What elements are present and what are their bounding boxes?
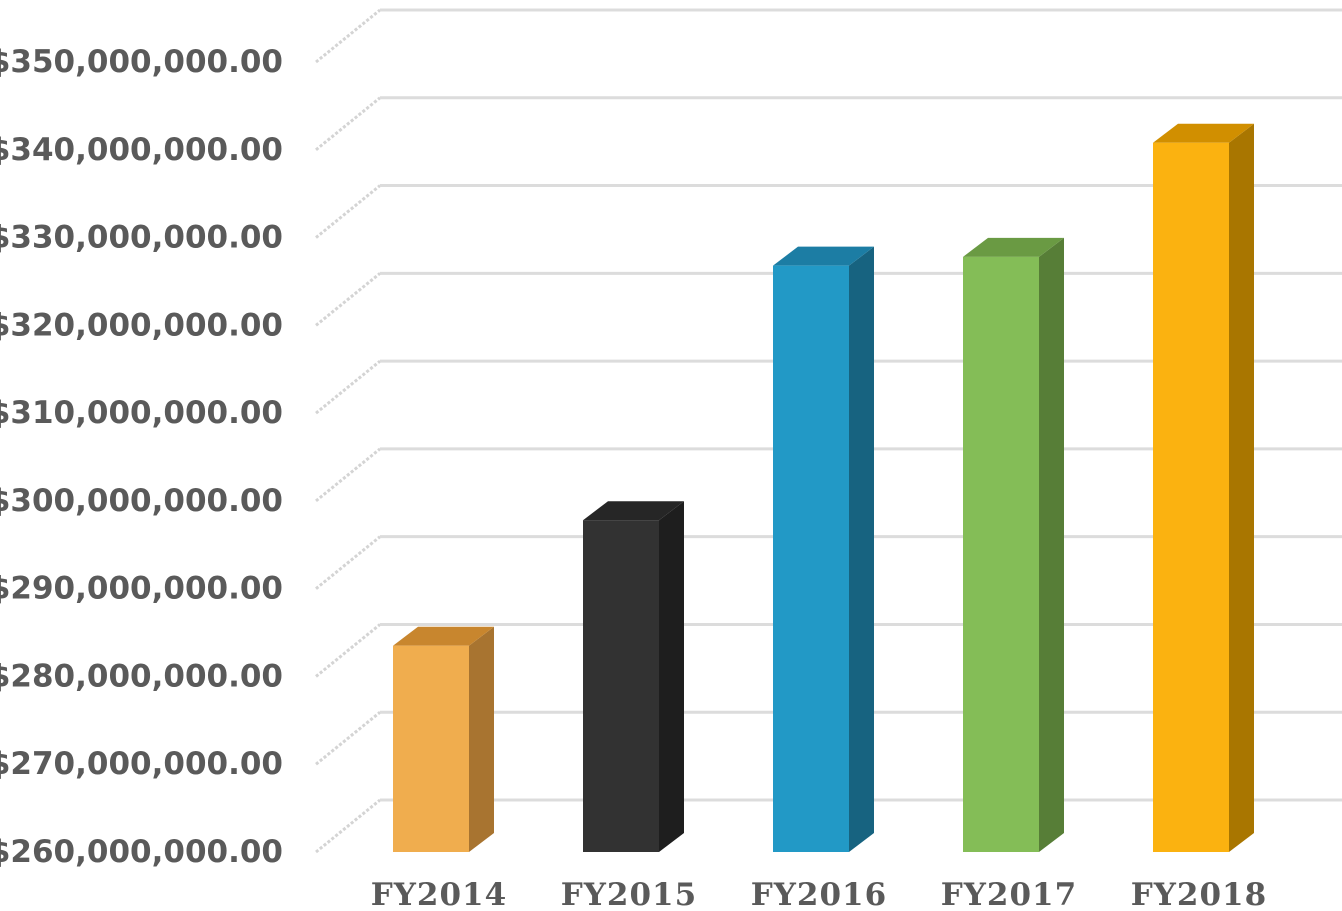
bar-fy2017: [963, 237, 1064, 852]
gridline-depth: [315, 359, 381, 415]
bar-front: [583, 520, 659, 852]
bar-side: [659, 501, 684, 852]
bar-side: [1229, 123, 1254, 852]
x-tick-label: FY2017: [941, 877, 1077, 911]
bar-top: [583, 501, 684, 521]
bar-fy2015: [583, 501, 684, 852]
bar-side: [849, 246, 874, 853]
gridline-depth: [315, 623, 381, 678]
y-tick-label: $280,000,000.00: [0, 658, 283, 694]
gridline-depth: [315, 96, 381, 151]
bar-front: [773, 265, 849, 853]
y-tick-label: $300,000,000.00: [0, 483, 283, 519]
bar-front: [393, 645, 469, 852]
bar-top: [773, 246, 874, 266]
y-tick-label: $270,000,000.00: [0, 746, 283, 782]
y-tick-label: $290,000,000.00: [0, 571, 283, 607]
bar-top: [1153, 123, 1254, 143]
gridline-depth: [315, 535, 381, 590]
y-tick-label: $330,000,000.00: [0, 220, 283, 256]
bar-fy2014: [393, 626, 494, 852]
bar-fy2018: [1153, 123, 1254, 852]
bar-side: [1039, 237, 1064, 852]
x-tick-label: FY2014: [371, 877, 507, 911]
y-axis-tick-labels: $350,000,000.00 $340,000,000.00 $330,000,0…: [0, 44, 283, 870]
y-tick-label: $340,000,000.00: [0, 132, 283, 168]
y-tick-label: $260,000,000.00: [0, 834, 283, 870]
y-tick-label: $310,000,000.00: [0, 395, 283, 431]
gridline-depth: [315, 798, 381, 854]
bar-fy2016: [773, 246, 874, 853]
bar-front: [1153, 142, 1229, 852]
bar-top: [963, 237, 1064, 257]
x-tick-label: FY2016: [751, 877, 887, 911]
bar-front: [963, 256, 1039, 852]
y-tick-label: $350,000,000.00: [0, 44, 283, 80]
bar-top: [393, 626, 494, 646]
bar-side: [469, 626, 494, 852]
x-tick-label: FY2015: [561, 877, 697, 911]
y-tick-label: $320,000,000.00: [0, 307, 283, 343]
gridline-depth: [315, 447, 381, 503]
x-tick-label: FY2018: [1131, 877, 1267, 911]
bars: [393, 123, 1254, 853]
gridline-depth: [315, 184, 381, 239]
gridline-depth: [315, 8, 381, 64]
x-axis-tick-labels: FY2014 FY2015 FY2016 FY2017 FY2018: [371, 877, 1267, 911]
gridline-depth: [315, 711, 381, 766]
gridline-depth: [315, 272, 381, 327]
